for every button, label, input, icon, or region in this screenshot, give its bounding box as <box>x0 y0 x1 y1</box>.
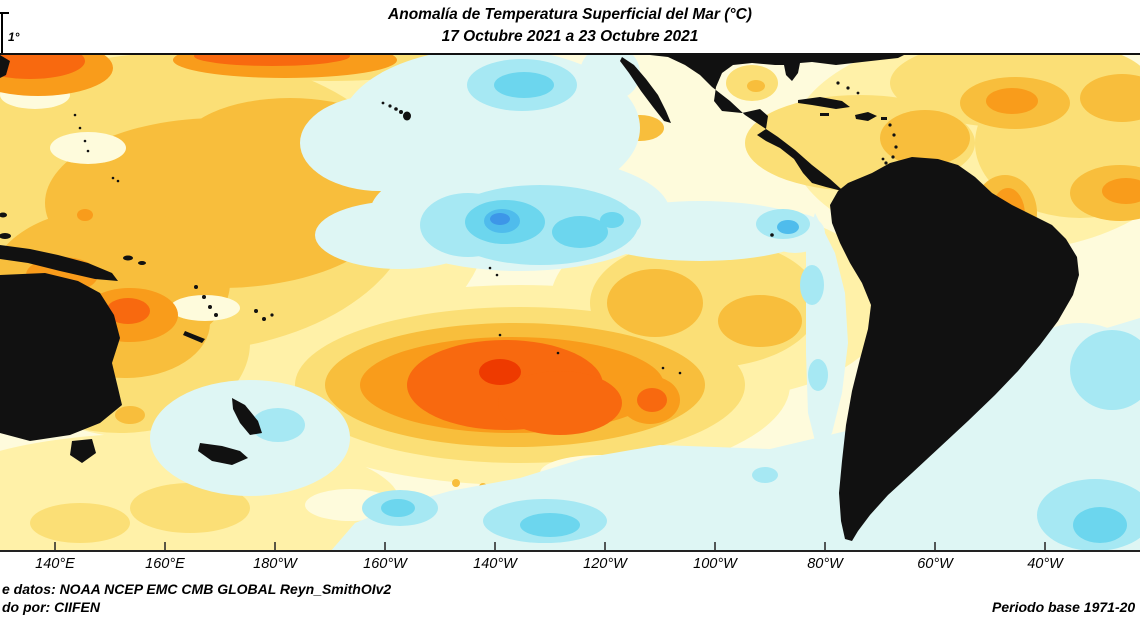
islands-indonesia <box>0 212 11 239</box>
x-axis-tick-marks <box>54 542 1046 551</box>
landmass-asia-corner <box>0 55 10 78</box>
x-axis-tick-label: 80°W <box>807 556 843 572</box>
base-period-text: Periodo base 1971-20 <box>992 599 1136 615</box>
chart-subtitle: 17 Octubre 2021 a 23 Octubre 2021 <box>441 28 699 45</box>
x-axis-tick-label: 40°W <box>1027 556 1063 572</box>
chart-title: Anomalía de Temperatura Superficial del … <box>388 6 752 23</box>
landmass-australia <box>0 273 122 441</box>
landmass-south-america <box>830 157 1079 541</box>
islands-polynesia <box>488 266 682 375</box>
islands-melanesia <box>123 255 274 343</box>
islands-hawaii <box>381 101 411 121</box>
islands-galapagos <box>770 233 774 237</box>
island-puerto-rico <box>881 117 887 120</box>
coolest-cores <box>484 209 799 234</box>
island-new-zealand-south <box>198 443 248 465</box>
islands-bahamas <box>836 81 860 95</box>
processed-by-text: do por: CIIFEN <box>2 599 100 615</box>
island-cuba <box>798 97 850 109</box>
x-axis-tick-label: 60°W <box>917 556 953 572</box>
island-jamaica <box>820 113 829 116</box>
title-block: Anomalía de Temperatura Superficial del … <box>0 4 1140 48</box>
colorbar-frame-remnant-v <box>1 13 3 53</box>
islands-lesser-antilles <box>881 123 898 165</box>
x-axis-tick-label: 100°W <box>693 556 737 572</box>
data-source-text: e datos: NOAA NCEP EMC CMB GLOBAL Reyn_S… <box>2 581 392 597</box>
island-hispaniola <box>855 112 877 121</box>
x-axis-tick-label: 140°W <box>473 556 517 572</box>
x-axis-tick-label: 120°W <box>583 556 627 572</box>
sst-anomaly-map <box>0 28 1140 573</box>
landmass-baja-california <box>620 57 671 123</box>
max-anomaly-core <box>479 359 521 385</box>
island-tasmania <box>70 439 96 463</box>
x-axis-tick-label: 160°W <box>363 556 407 572</box>
colorbar-frame-remnant-h <box>0 12 9 14</box>
x-axis-tick-label: 140°E <box>35 556 75 572</box>
x-axis-tick-label: 180°W <box>253 556 297 572</box>
landmass-new-guinea <box>0 245 118 281</box>
x-axis-tick-label: 160°E <box>145 556 185 572</box>
islands-micronesia <box>73 113 120 183</box>
map-canvas <box>0 28 1140 573</box>
colorbar-label: 1° <box>8 30 20 44</box>
map-land <box>0 53 1079 541</box>
island-new-zealand-north <box>232 398 262 435</box>
